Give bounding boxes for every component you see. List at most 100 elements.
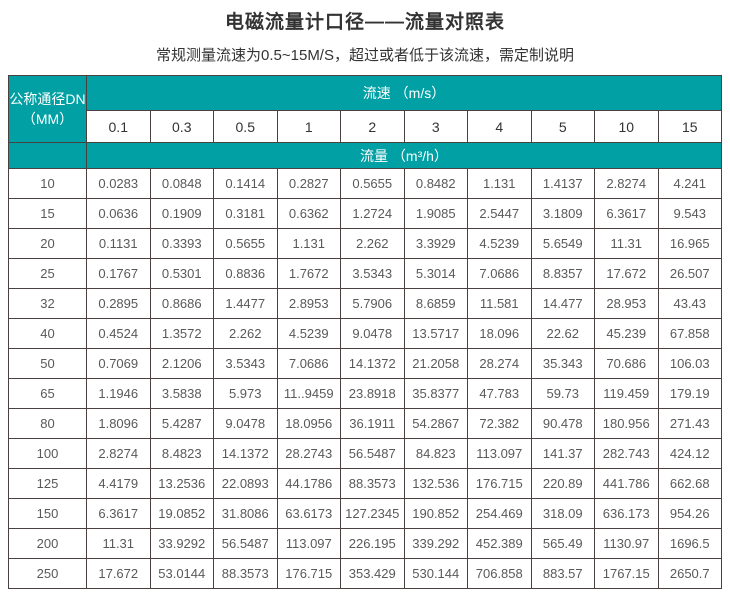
flow-value-cell: 11.581 — [467, 288, 532, 319]
flow-value-cell: 90.478 — [530, 408, 595, 439]
flow-value-cell: 1.2724 — [340, 198, 405, 229]
flow-value-cell: 14.1372 — [213, 438, 278, 469]
table-row: 40 0.4524 1.3572 2.262 4.5239 9.0478 13.5717 18… — [8, 318, 722, 349]
table-row: 20 0.1131 0.3393 0.5655 1.131 2.262 3.3929 4.52… — [8, 228, 722, 259]
flow-value-cell: 4.5239 — [467, 228, 532, 259]
flow-value-cell: 3.5343 — [340, 258, 405, 289]
flow-value-cell: 53.0144 — [149, 558, 214, 589]
speed-value-cell: 3 — [403, 110, 468, 143]
flow-value-cell: 56.5487 — [340, 438, 405, 469]
table-row: 65 1.1946 3.5838 5.973 11..9459 23.8918 35.837… — [8, 378, 722, 409]
flow-value-cell: 2650.7 — [657, 558, 722, 589]
flow-value-cell: 179.19 — [657, 378, 722, 409]
flow-value-cell: 2.8274 — [86, 438, 151, 469]
flow-value-cell: 190.852 — [403, 498, 468, 529]
flow-comparison-table: 公称通径DN （MM） 流速 （m/s） 0.1 0.3 0.5 1 2 3 4 5 10 15 … — [8, 75, 722, 589]
speed-value-cell: 0.3 — [149, 110, 214, 143]
flow-value-cell: 13.2536 — [149, 468, 214, 499]
flow-value-cell: 6.3617 — [594, 198, 659, 229]
dn-cell: 80 — [8, 408, 87, 439]
flow-value-cell: 176.715 — [467, 468, 532, 499]
flow-header-row: 流量 （m³/h） — [8, 142, 722, 169]
flow-value-cell: 8.4823 — [149, 438, 214, 469]
flow-value-cell: 3.3929 — [403, 228, 468, 259]
flow-value-cell: 14.1372 — [340, 348, 405, 379]
flow-value-cell: 14.477 — [530, 288, 595, 319]
flow-value-cell: 11.31 — [594, 228, 659, 259]
flow-value-cell: 954.26 — [657, 498, 722, 529]
flow-header-empty-cell — [8, 142, 87, 169]
flow-value-cell: 0.7069 — [86, 348, 151, 379]
flow-value-cell: 21.2058 — [403, 348, 468, 379]
flow-value-cell: 17.672 — [86, 558, 151, 589]
flow-value-cell: 1.9085 — [403, 198, 468, 229]
table-row: 15 0.0636 0.1909 0.3181 0.6362 1.2724 1.9085 2.… — [8, 198, 722, 229]
flow-value-cell: 119.459 — [594, 378, 659, 409]
flow-value-cell: 2.8274 — [594, 168, 659, 199]
flow-value-cell: 565.49 — [530, 528, 595, 559]
flow-value-cell: 271.43 — [657, 408, 722, 439]
speed-values-row: 0.1 0.3 0.5 1 2 3 4 5 10 15 — [9, 110, 722, 143]
table-row: 80 1.8096 5.4287 9.0478 18.0956 36.1911 54.286… — [8, 408, 722, 439]
table-row: 10 0.0283 0.0848 0.1414 0.2827 0.5655 0.8482 1.… — [8, 168, 722, 199]
flow-value-cell: 0.0283 — [86, 168, 151, 199]
flow-value-cell: 6.3617 — [86, 498, 151, 529]
speed-value-cell: 1 — [276, 110, 341, 143]
flow-value-cell: 59.73 — [530, 378, 595, 409]
table-row: 150 6.3617 19.0852 31.8086 63.6173 127.2345 19… — [8, 498, 722, 529]
flow-value-cell: 9.543 — [657, 198, 722, 229]
flow-value-cell: 9.0478 — [340, 318, 405, 349]
flow-value-cell: 16.965 — [657, 228, 722, 259]
flow-value-cell: 180.956 — [594, 408, 659, 439]
flow-value-cell: 132.536 — [403, 468, 468, 499]
dn-cell: 65 — [8, 378, 87, 409]
flow-value-cell: 5.6549 — [530, 228, 595, 259]
flow-value-cell: 44.1786 — [276, 468, 341, 499]
dn-cell: 250 — [8, 558, 87, 589]
flow-value-cell: 17.672 — [594, 258, 659, 289]
flow-value-cell: 141.37 — [530, 438, 595, 469]
flow-value-cell: 18.096 — [467, 318, 532, 349]
flow-value-cell: 4.5239 — [276, 318, 341, 349]
flow-value-cell: 1.131 — [276, 228, 341, 259]
flow-value-cell: 0.3181 — [213, 198, 278, 229]
flow-value-cell: 88.3573 — [213, 558, 278, 589]
flow-header-cell: 流量 （m³/h） — [86, 142, 722, 169]
table-row: 125 4.4179 13.2536 22.0893 44.1786 88.3573 132… — [8, 468, 722, 499]
flow-value-cell: 0.1767 — [86, 258, 151, 289]
flow-value-cell: 56.5487 — [213, 528, 278, 559]
flow-value-cell: 1.4477 — [213, 288, 278, 319]
flow-value-cell: 11..9459 — [276, 378, 341, 409]
flow-value-cell: 31.8086 — [213, 498, 278, 529]
flow-value-cell: 18.0956 — [276, 408, 341, 439]
flow-value-cell: 70.686 — [594, 348, 659, 379]
dn-cell: 40 — [8, 318, 87, 349]
speed-value-cell: 15 — [657, 110, 722, 143]
table-row: 50 0.7069 2.1206 3.5343 7.0686 14.1372 21.2058… — [8, 348, 722, 379]
flow-value-cell: 0.1131 — [86, 228, 151, 259]
dn-cell: 150 — [8, 498, 87, 529]
flow-value-cell: 7.0686 — [467, 258, 532, 289]
flow-value-cell: 0.8836 — [213, 258, 278, 289]
speed-value-cell: 2 — [340, 110, 405, 143]
table-row: 32 0.2895 0.8686 1.4477 2.8953 5.7906 8.6859 11… — [8, 288, 722, 319]
flow-value-cell: 883.57 — [530, 558, 595, 589]
flow-value-cell: 0.5655 — [340, 168, 405, 199]
dn-cell: 32 — [8, 288, 87, 319]
flow-value-cell: 0.2827 — [276, 168, 341, 199]
flow-value-cell: 1696.5 — [657, 528, 722, 559]
flow-value-cell: 22.0893 — [213, 468, 278, 499]
flow-value-cell: 353.429 — [340, 558, 405, 589]
flow-value-cell: 1.7672 — [276, 258, 341, 289]
flow-value-cell: 0.1909 — [149, 198, 214, 229]
speed-value-cell: 0.1 — [86, 110, 151, 143]
flow-value-cell: 36.1911 — [340, 408, 405, 439]
flow-value-cell: 127.2345 — [340, 498, 405, 529]
flow-value-cell: 28.274 — [467, 348, 532, 379]
flow-value-cell: 254.469 — [467, 498, 532, 529]
corner-header-line2: （MM） — [21, 111, 74, 127]
flow-value-cell: 0.1414 — [213, 168, 278, 199]
flow-value-cell: 339.292 — [403, 528, 468, 559]
flow-value-cell: 23.8918 — [340, 378, 405, 409]
flow-value-cell: 43.43 — [657, 288, 722, 319]
